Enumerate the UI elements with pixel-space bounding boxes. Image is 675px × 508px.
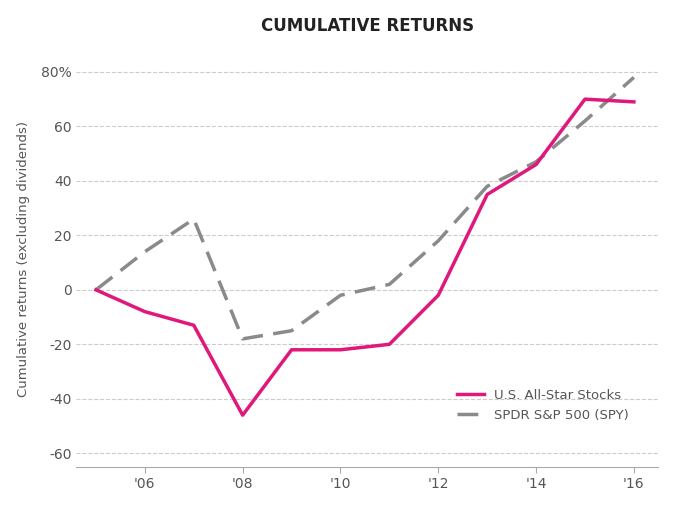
SPDR S&P 500 (SPY) [581,118,589,124]
U.S. All-Star Stocks [483,192,491,198]
U.S. All-Star Stocks [92,287,100,293]
U.S. All-Star Stocks [532,162,540,168]
U.S. All-Star Stocks [385,341,394,347]
U.S. All-Star Stocks [288,347,296,353]
Line: SPDR S&P 500 (SPY): SPDR S&P 500 (SPY) [96,77,634,339]
Legend: U.S. All-Star Stocks, SPDR S&P 500 (SPY): U.S. All-Star Stocks, SPDR S&P 500 (SPY) [452,384,634,427]
Y-axis label: Cumulative returns (excluding dividends): Cumulative returns (excluding dividends) [17,120,30,397]
SPDR S&P 500 (SPY) [483,183,491,189]
SPDR S&P 500 (SPY) [385,281,394,288]
SPDR S&P 500 (SPY) [336,292,344,298]
SPDR S&P 500 (SPY) [532,159,540,165]
SPDR S&P 500 (SPY) [434,238,442,244]
U.S. All-Star Stocks [630,99,638,105]
SPDR S&P 500 (SPY) [630,74,638,80]
Line: U.S. All-Star Stocks: U.S. All-Star Stocks [96,99,634,415]
SPDR S&P 500 (SPY) [238,336,246,342]
U.S. All-Star Stocks [190,322,198,328]
U.S. All-Star Stocks [238,412,246,418]
U.S. All-Star Stocks [581,96,589,102]
SPDR S&P 500 (SPY) [92,287,100,293]
SPDR S&P 500 (SPY) [288,328,296,334]
SPDR S&P 500 (SPY) [141,248,149,255]
U.S. All-Star Stocks [434,292,442,298]
U.S. All-Star Stocks [336,347,344,353]
SPDR S&P 500 (SPY) [190,216,198,222]
U.S. All-Star Stocks [141,308,149,314]
Title: CUMULATIVE RETURNS: CUMULATIVE RETURNS [261,17,474,35]
